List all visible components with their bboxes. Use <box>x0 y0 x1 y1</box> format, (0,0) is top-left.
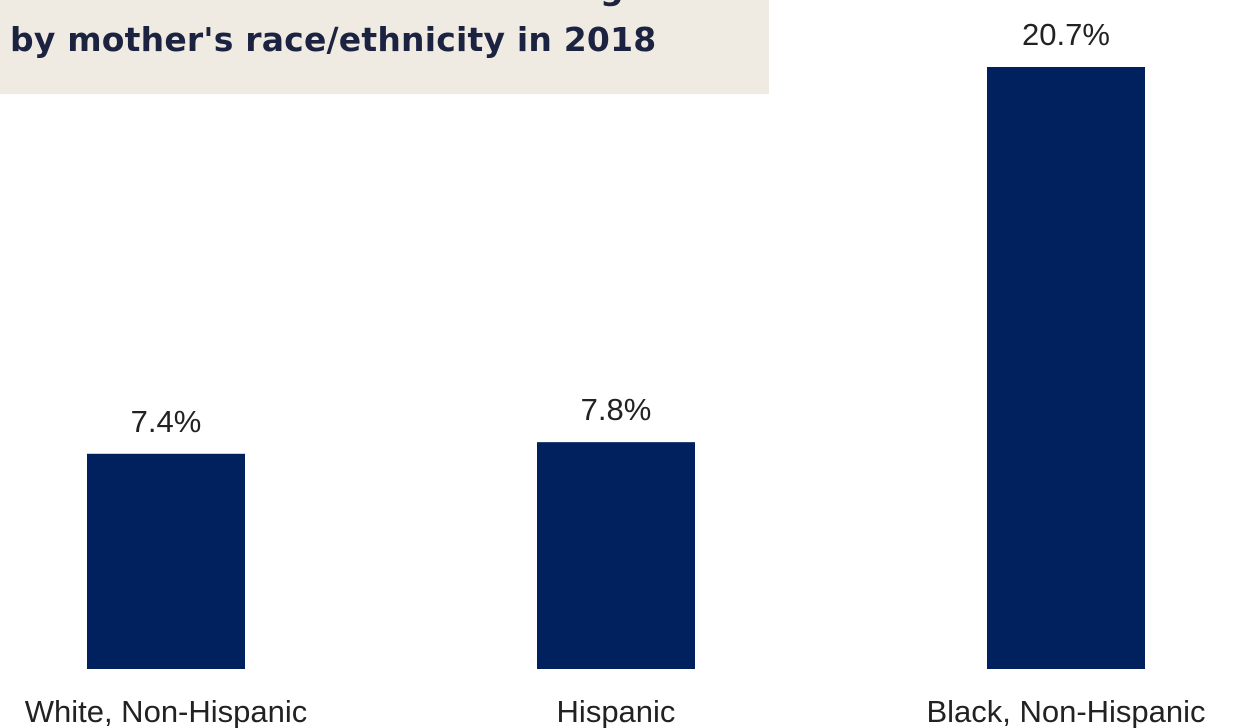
chart-title-panel: g by mother's race/ethnicity in 2018 <box>0 0 769 94</box>
chart-title: by mother's race/ethnicity in 2018 <box>10 20 657 59</box>
bar-2 <box>537 442 695 669</box>
bar-value-label-1: 7.4% <box>131 404 202 439</box>
chart-title-line-1: g <box>600 0 624 7</box>
category-label-2: Hispanic <box>557 694 676 728</box>
category-label-1: White, Non-Hispanic <box>25 694 308 728</box>
bar-value-label-2: 7.8% <box>581 392 652 427</box>
bar-value-label-3: 20.7% <box>1022 17 1110 52</box>
bar-1 <box>87 453 245 669</box>
category-label-3: Black, Non-Hispanic <box>926 694 1205 728</box>
bar-3 <box>987 67 1145 669</box>
